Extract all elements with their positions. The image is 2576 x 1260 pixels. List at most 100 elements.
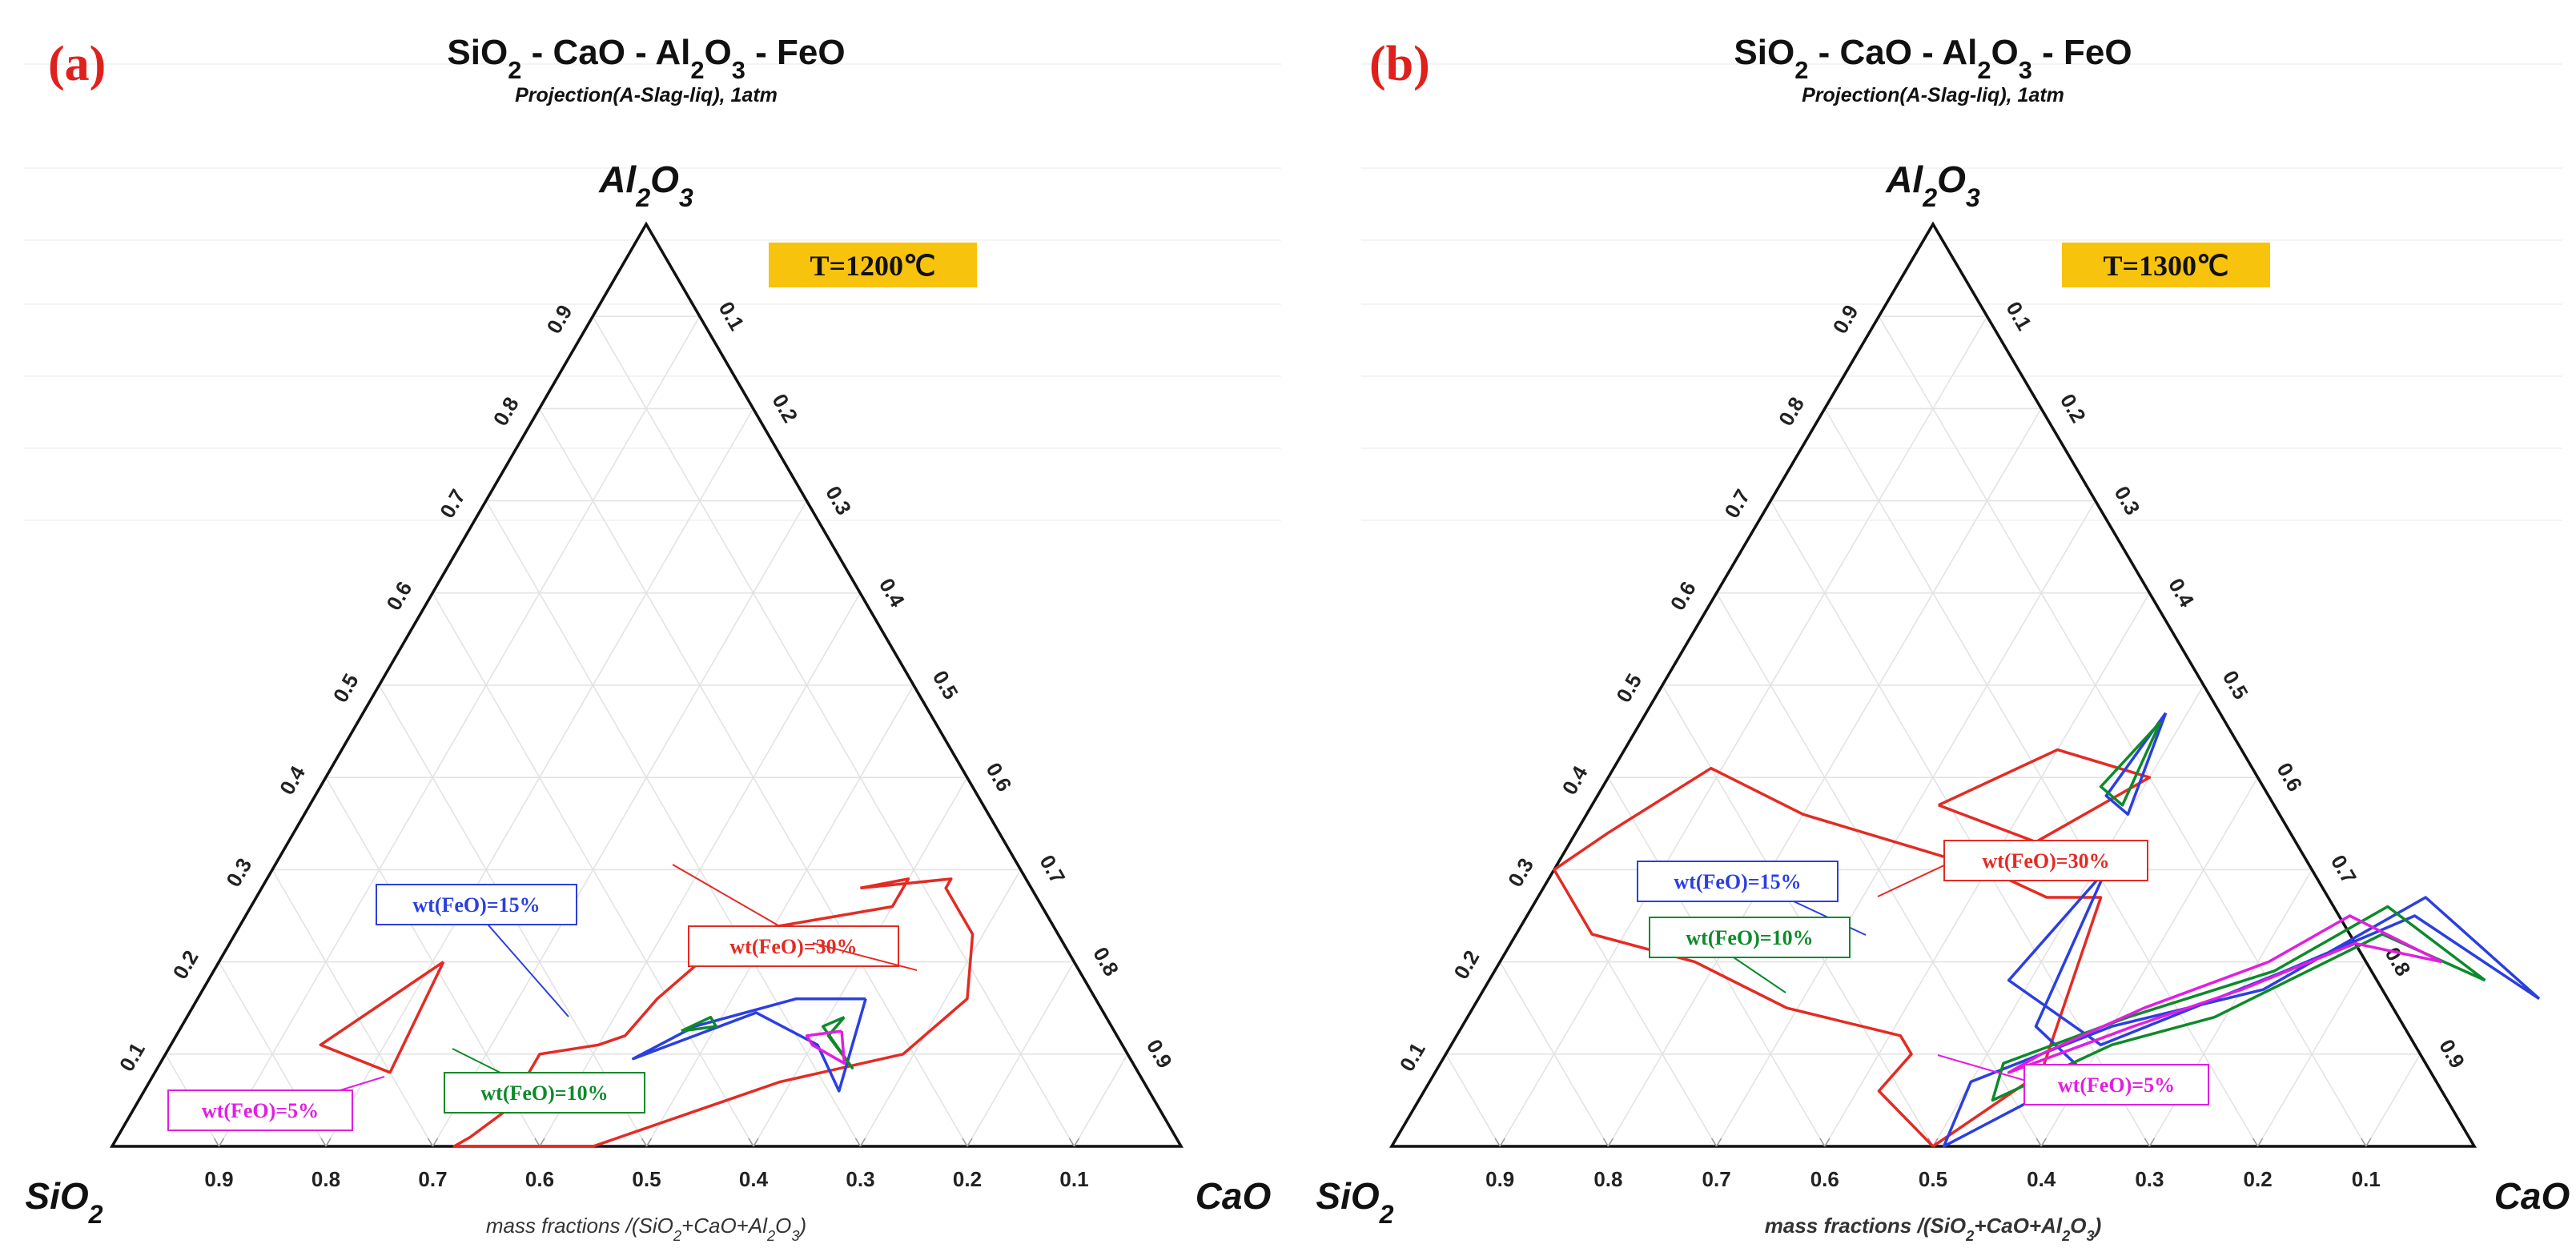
bottom-tick-label: 0.1	[2352, 1167, 2381, 1191]
callout-box	[167, 1089, 353, 1131]
right-tick-label: 0.3	[821, 482, 856, 519]
left-tick-label: 0.3	[1503, 854, 1538, 891]
contour-line	[2099, 720, 2162, 807]
left-tick-label: 0.1	[1395, 1038, 1430, 1075]
vertex-label-left: SiO2	[25, 1175, 102, 1229]
tick-mark	[427, 1138, 434, 1147]
grid-line	[271, 869, 434, 1147]
grid-lines	[1445, 315, 2421, 1147]
vertex-label-right: CaO	[1196, 1175, 1272, 1217]
callout-box	[1943, 840, 2148, 881]
left-tick-label: 0.9	[1828, 301, 1863, 338]
left-tick-label: 0.5	[1611, 669, 1646, 706]
grid-line	[1499, 315, 1988, 1147]
chart-subtitle: Projection(A-Slag-liq), 1atm	[1802, 84, 2064, 106]
left-tick-label: 0.8	[1774, 393, 1809, 430]
bottom-tick-label: 0.7	[1702, 1167, 1731, 1191]
left-tick-label: 0.7	[1719, 485, 1754, 522]
bottom-tick-label: 0.6	[1810, 1167, 1839, 1191]
right-tick-label: 0.2	[767, 390, 802, 427]
grid-line	[1932, 684, 2204, 1147]
tick-mark	[1710, 1138, 1718, 1147]
grid-line	[1715, 500, 2096, 1147]
grid-line	[1445, 1053, 1501, 1147]
callout-label: wt(FeO)=5%	[202, 1099, 319, 1122]
callout-label: wt(FeO)=15%	[412, 893, 540, 917]
tick-mark	[641, 1138, 648, 1147]
series-wt-feo-10-	[681, 1015, 854, 1069]
left-tick-label: 0.9	[541, 301, 577, 338]
tick-mark	[2361, 1138, 2367, 1147]
tick-mark	[1068, 1138, 1075, 1147]
axis-caption: mass fractions /(SiO2+CaO+Al2O3)	[1765, 1214, 2102, 1244]
vertex-label-left: SiO2	[1316, 1175, 1393, 1229]
callout-box	[1649, 917, 1851, 958]
right-tick-label: 0.7	[1035, 851, 1070, 888]
tick-mark	[1607, 1138, 1614, 1147]
contour-line	[1991, 905, 2486, 1102]
bottom-tick-label: 0.7	[418, 1167, 447, 1191]
right-tick-label: 0.4	[874, 574, 910, 612]
grid-line	[2365, 1053, 2421, 1147]
tick-mark	[748, 1138, 754, 1147]
right-tick-label: 0.6	[982, 759, 1017, 796]
right-tick-label: 0.8	[1088, 943, 1123, 980]
bottom-tick-label: 0.1	[1059, 1167, 1088, 1191]
left-tick-label: 0.6	[381, 577, 416, 614]
right-tick-label: 0.9	[2434, 1035, 2470, 1072]
contour-line	[681, 1015, 717, 1033]
callout-box	[444, 1072, 645, 1114]
grid-line	[1878, 315, 2367, 1147]
right-tick-label: 0.4	[2164, 574, 2199, 612]
tick-mark	[1602, 1138, 1609, 1147]
callout-label: wt(FeO)=10%	[1686, 926, 1813, 949]
callout-label: wt(FeO)=30%	[729, 935, 857, 958]
tick-mark	[1499, 1138, 1505, 1147]
left-tick-label: 0.5	[328, 669, 364, 706]
callout-leader	[812, 942, 918, 971]
callout-label: wt(FeO)=10%	[480, 1081, 608, 1105]
callout-leader	[452, 1048, 501, 1073]
left-tick-label: 0.7	[435, 485, 470, 522]
contour-line	[2104, 712, 2168, 817]
background-lines	[24, 63, 2562, 521]
callout-label: wt(FeO)=5%	[2058, 1073, 2175, 1097]
tick-mark	[2144, 1138, 2151, 1147]
bottom-tick-label: 0.9	[1485, 1167, 1514, 1191]
tick-mark	[1494, 1138, 1501, 1147]
tick-mark	[2035, 1138, 2042, 1147]
callout-leader	[1877, 864, 1947, 897]
tick-mark	[854, 1138, 862, 1147]
tick-mark	[1819, 1138, 1826, 1147]
right-tick-label: 0.5	[2218, 666, 2253, 703]
series-wt-feo-5-	[2007, 914, 2443, 1074]
series-wt-feo-5-	[805, 1029, 846, 1065]
frame-ticks	[213, 1138, 1080, 1147]
right-tick-label: 0.1	[714, 298, 749, 335]
ternary-panel-b: (b) SiO2 - CaO - Al2O3 - FeOProjection(A-…	[1316, 33, 2570, 1244]
contour-line	[2007, 914, 2443, 1074]
grid-line	[592, 315, 1075, 1147]
grid-line	[1499, 961, 1609, 1147]
left-tick-label: 0.4	[1557, 761, 1593, 799]
callout-box	[688, 925, 899, 967]
vertex-label-top: Al2O3	[1885, 159, 1980, 212]
right-tick-label: 0.9	[1142, 1035, 1177, 1072]
frame-ticks	[1494, 1138, 2372, 1147]
callout-leader	[1733, 957, 1786, 993]
grid-line	[859, 869, 1022, 1147]
panel-label: (b)	[1369, 37, 1430, 91]
contour-line	[821, 1016, 854, 1069]
right-tick-label: 0.3	[2110, 482, 2145, 519]
bottom-tick-label: 0.4	[739, 1167, 769, 1191]
ternary-panel-a: (a) SiO2 - CaO - Al2O3 - FeOProjection(A-…	[25, 33, 1271, 1244]
grid-line	[485, 500, 862, 1147]
contour-line	[805, 1029, 846, 1065]
right-tick-label: 0.1	[2001, 298, 2036, 335]
series-wt-feo-10-	[1991, 720, 2486, 1102]
bottom-tick-label: 0.2	[953, 1167, 982, 1191]
temperature-label: T=1200℃	[810, 250, 936, 282]
tick-mark	[432, 1138, 439, 1147]
grid-line	[1607, 776, 1826, 1147]
